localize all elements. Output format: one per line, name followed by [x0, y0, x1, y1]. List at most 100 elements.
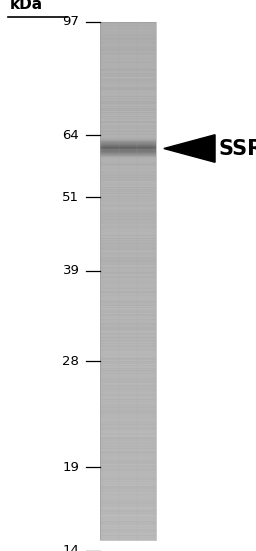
Bar [100, 67, 156, 68]
Bar [100, 505, 156, 506]
Bar [100, 531, 156, 532]
Bar [100, 518, 156, 519]
Bar [100, 388, 156, 389]
Bar [100, 260, 156, 261]
Bar [100, 285, 156, 286]
Bar [100, 217, 156, 218]
Bar [100, 249, 156, 250]
Bar [100, 127, 156, 128]
Bar [100, 446, 156, 447]
Bar [100, 475, 156, 476]
Bar [100, 395, 156, 396]
Bar [100, 173, 156, 174]
Bar [100, 385, 156, 386]
Bar [100, 392, 156, 393]
Bar [100, 508, 156, 509]
Bar [100, 363, 156, 364]
Bar [100, 69, 156, 71]
Bar [100, 226, 156, 227]
Bar [100, 350, 156, 352]
Bar [100, 422, 156, 423]
Bar [100, 455, 156, 456]
Bar [100, 279, 156, 280]
Bar [100, 208, 156, 209]
Bar [100, 87, 156, 88]
Bar [100, 466, 156, 467]
Bar [100, 413, 156, 414]
Bar [100, 381, 156, 382]
Bar [100, 536, 156, 537]
Bar [100, 266, 156, 267]
Bar [100, 520, 156, 521]
Bar [100, 412, 156, 413]
Bar [100, 234, 156, 235]
Bar [100, 327, 156, 328]
Bar [100, 35, 156, 36]
Bar [100, 300, 156, 301]
Bar [100, 25, 156, 26]
Bar [100, 136, 156, 137]
Bar [100, 48, 156, 49]
Text: 39: 39 [62, 264, 79, 277]
Bar [100, 345, 156, 346]
Bar [100, 380, 156, 381]
Bar [100, 150, 156, 152]
Bar [100, 142, 156, 143]
Bar [100, 202, 156, 203]
Bar [100, 212, 156, 213]
Bar [100, 341, 156, 342]
Text: SSR1: SSR1 [219, 138, 256, 159]
Bar [100, 45, 156, 46]
Bar [100, 525, 156, 526]
Bar [100, 258, 156, 260]
Bar [100, 280, 156, 281]
Bar [100, 241, 156, 242]
Bar [100, 61, 156, 62]
Bar [100, 233, 156, 234]
Bar [100, 371, 156, 372]
Bar [100, 441, 156, 442]
Bar [100, 517, 156, 518]
Bar [100, 62, 156, 63]
Bar [100, 406, 156, 407]
Bar [100, 451, 156, 452]
Bar [100, 201, 156, 202]
Bar [100, 152, 156, 153]
Bar [100, 113, 156, 114]
Bar [100, 495, 156, 496]
Bar [100, 311, 156, 312]
Bar [100, 464, 156, 466]
Bar [100, 410, 156, 412]
Bar [100, 51, 156, 52]
Bar [100, 77, 156, 78]
Bar [100, 326, 156, 327]
Bar [100, 373, 156, 374]
Bar [100, 236, 156, 237]
Bar [100, 29, 156, 30]
Bar [100, 404, 156, 406]
Bar [100, 290, 156, 291]
Bar [100, 196, 156, 197]
Bar [100, 278, 156, 279]
Bar [100, 449, 156, 450]
Bar [100, 66, 156, 67]
Bar [100, 95, 156, 96]
Bar [100, 488, 156, 489]
Bar [100, 353, 156, 354]
Polygon shape [164, 135, 215, 163]
Bar [100, 338, 156, 339]
Bar [100, 364, 156, 365]
Bar [100, 132, 156, 133]
Bar [100, 148, 156, 149]
Bar [100, 459, 156, 460]
Bar [100, 206, 156, 207]
Bar [100, 203, 156, 204]
Bar [100, 131, 156, 132]
Bar [100, 302, 156, 304]
Bar [100, 158, 156, 159]
Bar [100, 96, 156, 98]
Bar [100, 99, 156, 100]
Bar [100, 436, 156, 437]
Bar [100, 535, 156, 536]
Bar [100, 403, 156, 404]
